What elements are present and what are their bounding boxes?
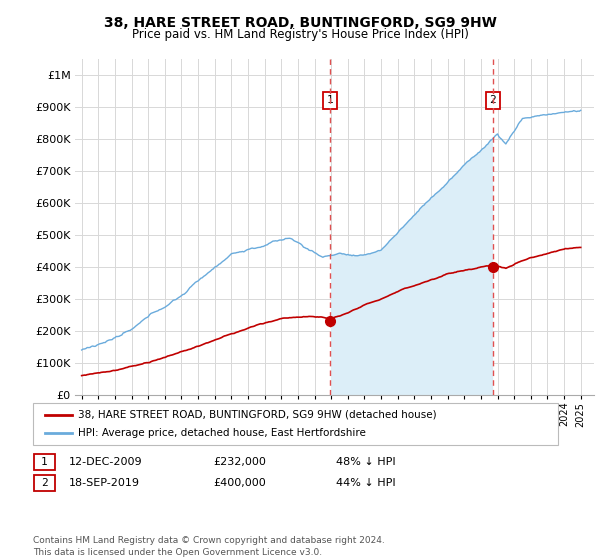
Text: Contains HM Land Registry data © Crown copyright and database right 2024.
This d: Contains HM Land Registry data © Crown c… [33,536,385,557]
Text: 1: 1 [326,95,333,105]
Text: 2: 2 [41,478,48,488]
Text: 12-DEC-2009: 12-DEC-2009 [69,457,143,467]
Text: 38, HARE STREET ROAD, BUNTINGFORD, SG9 9HW (detached house): 38, HARE STREET ROAD, BUNTINGFORD, SG9 9… [78,410,437,420]
Text: Price paid vs. HM Land Registry's House Price Index (HPI): Price paid vs. HM Land Registry's House … [131,28,469,41]
Text: 2: 2 [490,95,496,105]
Text: HPI: Average price, detached house, East Hertfordshire: HPI: Average price, detached house, East… [78,428,366,438]
Text: £400,000: £400,000 [213,478,266,488]
Text: 18-SEP-2019: 18-SEP-2019 [69,478,140,488]
Text: £232,000: £232,000 [213,457,266,467]
Text: 1: 1 [41,457,48,467]
Text: 38, HARE STREET ROAD, BUNTINGFORD, SG9 9HW: 38, HARE STREET ROAD, BUNTINGFORD, SG9 9… [104,16,496,30]
Text: 48% ↓ HPI: 48% ↓ HPI [336,457,395,467]
Text: 44% ↓ HPI: 44% ↓ HPI [336,478,395,488]
